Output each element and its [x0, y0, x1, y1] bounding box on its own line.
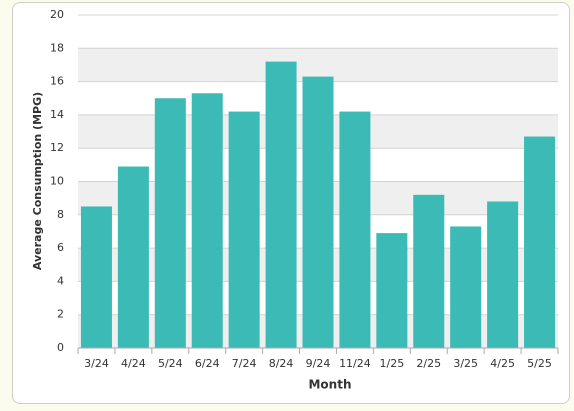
- bar: [228, 111, 260, 348]
- x-tick-label: 5/25: [527, 357, 552, 370]
- y-tick-label: 16: [50, 75, 64, 88]
- bar: [302, 76, 334, 348]
- y-axis-label: Average Consumption (MPG): [31, 92, 44, 270]
- x-tick-label: 3/25: [453, 357, 478, 370]
- x-tick-label: 4/24: [121, 357, 146, 370]
- x-tick-label: 11/24: [339, 357, 371, 370]
- bar: [376, 233, 408, 348]
- x-tick-label: 5/24: [158, 357, 183, 370]
- bar: [265, 61, 297, 349]
- x-tick-label: 7/24: [232, 357, 257, 370]
- x-tick-label: 3/24: [84, 357, 109, 370]
- y-tick-label: 12: [50, 141, 64, 154]
- bar: [450, 226, 482, 348]
- y-tick-label: 18: [50, 41, 64, 54]
- bar: [80, 206, 112, 348]
- x-tick-label: 2/25: [416, 357, 441, 370]
- y-tick-label: 10: [50, 175, 64, 188]
- bar: [413, 194, 445, 348]
- y-tick-label: 0: [57, 341, 64, 354]
- y-tick-label: 2: [57, 308, 64, 321]
- bar: [524, 136, 556, 348]
- x-tick-label: 6/24: [195, 357, 220, 370]
- bar: [117, 166, 149, 348]
- y-tick-label: 14: [50, 108, 64, 121]
- bar: [487, 201, 519, 348]
- grid-band: [78, 48, 558, 82]
- y-tick-label: 20: [50, 8, 64, 21]
- y-tick-label: 8: [57, 208, 64, 221]
- bar: [154, 98, 186, 348]
- y-tick-label: 6: [57, 241, 64, 254]
- x-axis-label: Month: [308, 378, 351, 392]
- x-tick-label: 1/25: [379, 357, 404, 370]
- x-tick-label: 8/24: [269, 357, 294, 370]
- y-tick-label: 4: [57, 274, 64, 287]
- x-tick-label: 4/25: [490, 357, 515, 370]
- x-tick-label: 9/24: [306, 357, 331, 370]
- bar: [191, 93, 223, 348]
- bar: [339, 111, 371, 348]
